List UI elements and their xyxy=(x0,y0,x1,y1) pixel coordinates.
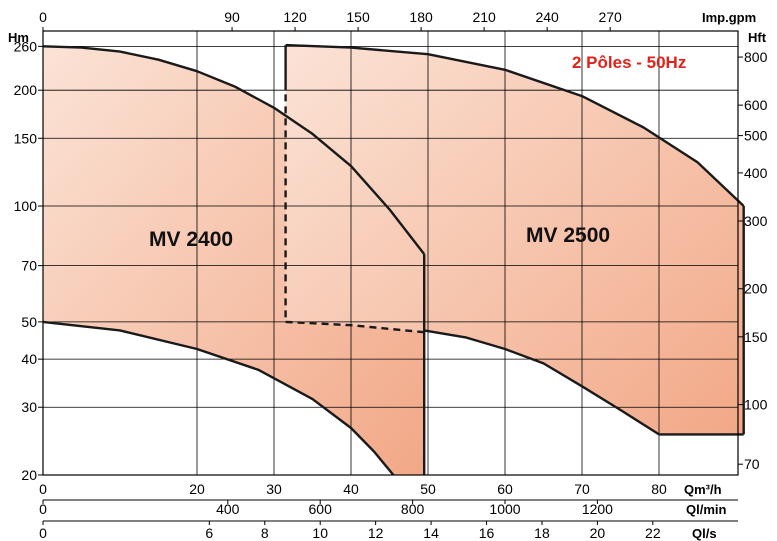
right-tick-label: 100 xyxy=(744,397,768,413)
bottom-ls-tick-label: 12 xyxy=(368,525,384,541)
left-tick-label: 200 xyxy=(14,82,38,98)
bottom-m3h-tick-label: 40 xyxy=(343,481,359,497)
bottom-ls-tick-label: 22 xyxy=(645,525,661,541)
bottom-m3h-tick-label: 50 xyxy=(420,481,436,497)
right-tick-label: 800 xyxy=(744,49,768,65)
series-label-mv2500: MV 2500 xyxy=(526,224,610,247)
bottom-ls-tick-label: 14 xyxy=(423,525,439,541)
left-tick-label: 50 xyxy=(21,314,37,330)
right-tick-label: 500 xyxy=(744,128,768,144)
top-axis-unit: Imp.gpm xyxy=(702,10,756,25)
bottom-m3h-tick-label: 30 xyxy=(266,481,282,497)
bottom-ls-tick-label: 10 xyxy=(312,525,328,541)
top-tick-label: 240 xyxy=(535,9,559,25)
curve-lines xyxy=(42,43,745,476)
left-tick-label: 100 xyxy=(14,198,38,214)
bottom-axis-m3h-unit: Qm³/h xyxy=(684,482,722,497)
bottom-m3h-tick-label: 0 xyxy=(39,481,47,497)
bottom-m3h-tick-label: 80 xyxy=(651,481,667,497)
bottom-axis-lmin-unit: Ql/min xyxy=(686,502,727,517)
bottom-ls-tick-label: 20 xyxy=(590,525,606,541)
region-mv2500 xyxy=(285,45,744,435)
bottom-lmin-tick-label: 400 xyxy=(216,501,240,517)
left-tick-label: 260 xyxy=(14,38,38,54)
right-axis-unit: Hft xyxy=(748,30,767,45)
operating-regions xyxy=(43,45,744,476)
bottom-lmin-tick-label: 600 xyxy=(309,501,333,517)
left-axis-ticks: 20 30 40 50 70 100 150 200 260 xyxy=(14,38,43,483)
right-tick-label: 600 xyxy=(744,97,768,113)
mv2500-min-head-curve xyxy=(423,329,660,436)
left-tick-label: 70 xyxy=(21,258,37,274)
bottom-lmin-tick-label: 1200 xyxy=(582,501,613,517)
bottom-axis-m3h-ticks: 0 20 30 40 50 60 70 80 xyxy=(39,481,667,497)
right-tick-label: 200 xyxy=(744,281,768,297)
left-tick-label: 40 xyxy=(21,351,37,367)
mv2400-max-head-curve xyxy=(42,45,426,255)
top-tick-label: 180 xyxy=(409,9,433,25)
top-tick-label: 0 xyxy=(39,9,47,25)
top-tick-label: 90 xyxy=(224,9,240,25)
grid-lines xyxy=(43,31,738,475)
series-label-mv2400: MV 2400 xyxy=(149,228,233,251)
bottom-m3h-tick-label: 70 xyxy=(574,481,590,497)
top-tick-label: 150 xyxy=(346,9,370,25)
bottom-ls-tick-label: 18 xyxy=(534,525,550,541)
right-tick-label: 300 xyxy=(744,213,768,229)
right-tick-label: 70 xyxy=(744,456,760,472)
right-tick-label: 400 xyxy=(744,165,768,181)
left-tick-label: 20 xyxy=(21,467,37,483)
bottom-m3h-tick-label: 60 xyxy=(497,481,513,497)
bottom-axis-ls-unit: Ql/s xyxy=(692,526,717,541)
top-tick-label: 120 xyxy=(283,9,307,25)
left-tick-label: 30 xyxy=(21,399,37,415)
frequency-badge: 2 Pôles - 50Hz xyxy=(572,53,686,72)
bottom-m3h-tick-label: 20 xyxy=(189,481,205,497)
left-tick-label: 150 xyxy=(14,130,38,146)
bottom-axis-lmin-ticks: 0 400 600 800 1000 1200 xyxy=(39,499,738,517)
top-axis-ticks: 0 90 120 150 180 210 240 270 xyxy=(39,9,622,31)
bottom-lmin-tick-label: 1000 xyxy=(489,501,520,517)
top-tick-label: 270 xyxy=(598,9,622,25)
bottom-ls-tick-label: 6 xyxy=(205,525,213,541)
bottom-axis-ls-ticks: 0 6 8 10 12 14 16 18 20 22 xyxy=(39,520,738,541)
bottom-ls-tick-label: 8 xyxy=(261,525,269,541)
right-tick-label: 150 xyxy=(744,329,768,345)
right-axis-ticks: 70 100 150 200 300 400 500 600 800 xyxy=(738,49,768,472)
mv2500-max-head-curve xyxy=(285,43,745,207)
top-tick-label: 210 xyxy=(472,9,496,25)
mv2400-min-head-curve xyxy=(42,320,395,476)
dashed-boundary xyxy=(285,320,425,334)
bottom-ls-tick-label: 16 xyxy=(479,525,495,541)
plot-frame xyxy=(42,30,739,476)
left-axis-unit: Hm xyxy=(8,30,29,45)
bottom-ls-tick-label: 0 xyxy=(39,525,47,541)
bottom-lmin-tick-label: 0 xyxy=(39,501,47,517)
bottom-lmin-tick-label: 800 xyxy=(401,501,425,517)
